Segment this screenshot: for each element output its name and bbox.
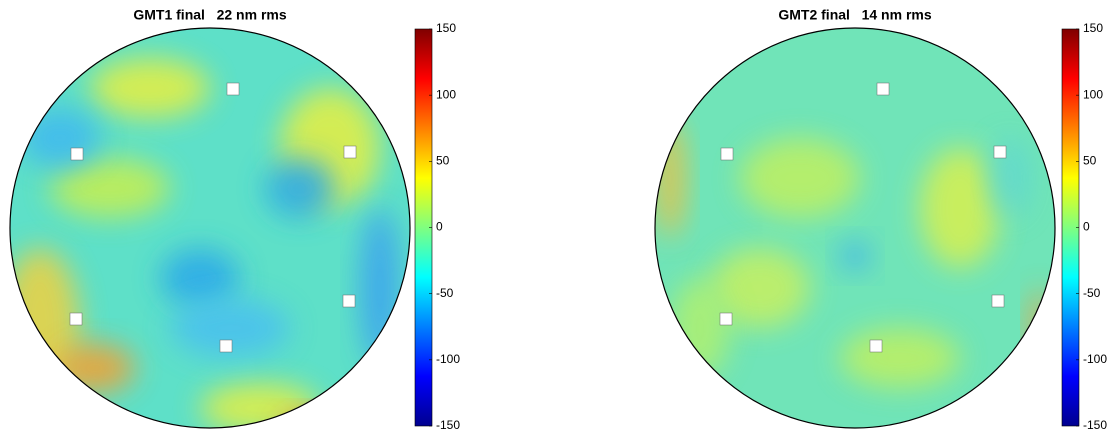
map-region bbox=[1030, 288, 1050, 368]
chart-title: GMT2 final 14 nm rms bbox=[778, 7, 931, 23]
masked-region bbox=[220, 340, 232, 352]
figure: GMT1 final 22 nm rms -150 -100 -50 0 50 100 150… bbox=[0, 0, 1120, 434]
masked-region bbox=[227, 83, 239, 95]
colorbar-tick-label: 0 bbox=[1083, 220, 1090, 234]
colorbar-tick-label: 50 bbox=[1083, 154, 1097, 168]
map-region bbox=[740, 138, 860, 218]
colorbar-tick-label: -50 bbox=[1083, 286, 1101, 300]
masked-region bbox=[877, 83, 889, 95]
masked-region bbox=[70, 313, 82, 325]
masked-region bbox=[994, 146, 1006, 158]
masked-region bbox=[71, 148, 83, 160]
map-region bbox=[280, 413, 380, 434]
colorbar-tick-label: -150 bbox=[1083, 418, 1107, 432]
map-region bbox=[920, 148, 1000, 268]
masked-region bbox=[343, 295, 355, 307]
colorbar-tick-label: 0 bbox=[436, 220, 443, 234]
map-region bbox=[840, 241, 870, 271]
colorbar-tick-label: 50 bbox=[436, 154, 450, 168]
colorbar-tick-label: 100 bbox=[436, 87, 456, 101]
map-region bbox=[200, 383, 320, 433]
colorbar-tick-label: 150 bbox=[1083, 21, 1103, 35]
colorbar-tick-label: -100 bbox=[436, 352, 460, 366]
colorbar-tick-label: 150 bbox=[436, 21, 456, 35]
colorbar-tick-label: -100 bbox=[1083, 352, 1107, 366]
map-region bbox=[840, 328, 960, 388]
masked-region bbox=[344, 146, 356, 158]
surface-map bbox=[655, 28, 1055, 428]
map-region bbox=[360, 208, 400, 368]
masked-region bbox=[721, 148, 733, 160]
map-region bbox=[0, 248, 80, 408]
masked-region bbox=[720, 313, 732, 325]
map-region bbox=[670, 278, 730, 378]
map-region bbox=[655, 118, 685, 238]
masked-region bbox=[870, 340, 882, 352]
chart-title: GMT1 final 22 nm rms bbox=[133, 7, 286, 23]
masked-region bbox=[992, 295, 1004, 307]
colorbar-tick-label: -150 bbox=[436, 418, 460, 432]
colorbar-tick-label: 100 bbox=[1083, 87, 1103, 101]
map-region bbox=[90, 58, 210, 118]
map-region bbox=[265, 158, 335, 218]
colorbar-tick-label: -50 bbox=[436, 286, 454, 300]
